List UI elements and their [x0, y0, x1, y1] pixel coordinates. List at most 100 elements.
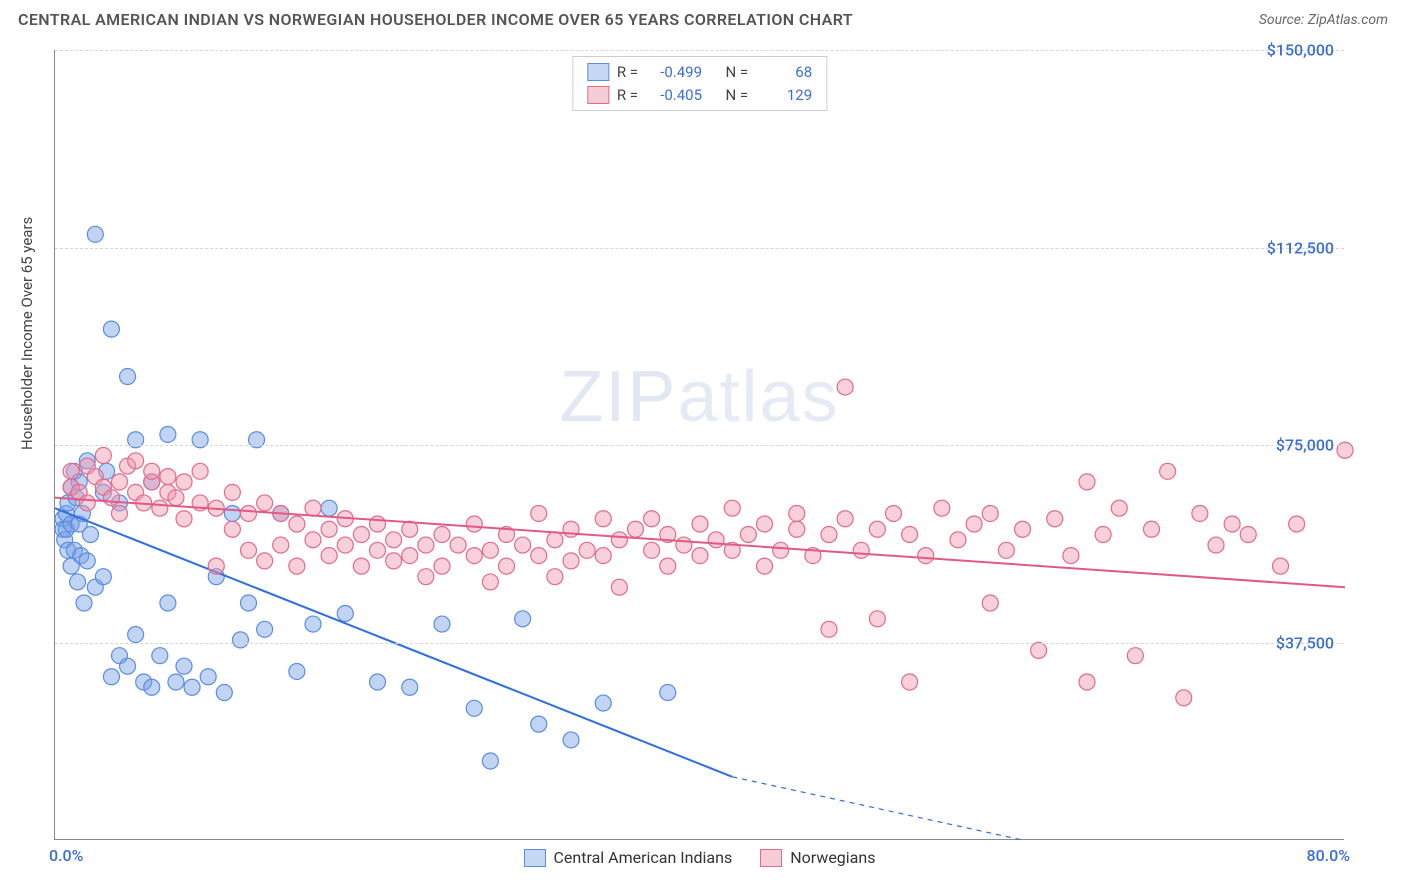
data-point	[450, 537, 466, 553]
data-point	[482, 542, 498, 558]
data-point	[112, 505, 128, 521]
data-point	[184, 679, 200, 695]
data-point	[160, 426, 176, 442]
data-point	[95, 569, 111, 585]
data-point	[103, 669, 119, 685]
data-point	[1127, 648, 1143, 664]
data-point	[499, 558, 515, 574]
stats-r-value: -0.405	[646, 84, 702, 107]
data-point	[982, 595, 998, 611]
data-point	[289, 558, 305, 574]
data-point	[305, 532, 321, 548]
data-point	[82, 527, 98, 543]
regression-line-extrapolated	[732, 777, 1022, 840]
data-point	[869, 521, 885, 537]
data-point	[168, 490, 184, 506]
data-point	[708, 532, 724, 548]
data-point	[611, 532, 627, 548]
data-point	[886, 505, 902, 521]
stats-r-value: -0.499	[646, 61, 702, 84]
data-point	[241, 505, 257, 521]
data-point	[1160, 463, 1176, 479]
data-point	[595, 511, 611, 527]
data-point	[87, 226, 103, 242]
data-point	[79, 495, 95, 511]
data-point	[176, 511, 192, 527]
data-point	[241, 595, 257, 611]
data-point	[321, 521, 337, 537]
legend-item: Central American Indians	[524, 848, 733, 867]
y-tick-label: $37,500	[1276, 633, 1334, 652]
data-point	[1176, 690, 1192, 706]
data-point	[1015, 521, 1031, 537]
grid-line	[55, 248, 1344, 249]
data-point	[168, 674, 184, 690]
data-point	[76, 595, 92, 611]
grid-line	[55, 445, 1344, 446]
stats-n-value: 68	[756, 61, 812, 84]
data-point	[418, 537, 434, 553]
stats-r-label: R =	[617, 61, 638, 84]
legend-item: Norwegians	[760, 848, 875, 867]
data-point	[79, 553, 95, 569]
data-point	[902, 527, 918, 543]
data-point	[337, 537, 353, 553]
data-point	[337, 606, 353, 622]
data-point	[192, 463, 208, 479]
x-tick-max: 80.0%	[1306, 846, 1350, 865]
data-point	[1063, 548, 1079, 564]
data-point	[821, 527, 837, 543]
data-point	[515, 611, 531, 627]
data-point	[1224, 516, 1240, 532]
data-point	[289, 663, 305, 679]
stats-n-label: N =	[726, 84, 749, 107]
data-point	[273, 537, 289, 553]
data-point	[1031, 642, 1047, 658]
data-point	[611, 579, 627, 595]
correlation-stats-box: R = -0.499 N = 68R =-0.405 N =129	[572, 56, 827, 111]
legend: Central American Indians Norwegians	[524, 848, 876, 867]
data-point	[531, 716, 547, 732]
data-point	[660, 558, 676, 574]
y-tick-label: $75,000	[1276, 436, 1334, 455]
stats-row: R =-0.405 N =129	[587, 84, 812, 107]
data-point	[982, 505, 998, 521]
data-point	[418, 569, 434, 585]
data-point	[402, 548, 418, 564]
data-point	[595, 548, 611, 564]
legend-label: Norwegians	[790, 848, 875, 867]
data-point	[789, 521, 805, 537]
data-point	[152, 648, 168, 664]
data-point	[515, 537, 531, 553]
data-point	[386, 532, 402, 548]
data-point	[434, 616, 450, 632]
y-tick-label: $112,500	[1267, 238, 1334, 257]
data-point	[998, 542, 1014, 558]
chart-title: CENTRAL AMERICAN INDIAN VS NORWEGIAN HOU…	[18, 10, 853, 29]
data-point	[128, 627, 144, 643]
data-point	[724, 500, 740, 516]
data-point	[918, 548, 934, 564]
data-point	[757, 516, 773, 532]
data-point	[353, 558, 369, 574]
legend-swatch	[524, 849, 546, 867]
data-point	[370, 542, 386, 558]
data-point	[176, 474, 192, 490]
data-point	[353, 527, 369, 543]
data-point	[321, 548, 337, 564]
legend-swatch	[760, 849, 782, 867]
data-point	[1208, 537, 1224, 553]
data-point	[176, 658, 192, 674]
data-point	[531, 505, 547, 521]
data-point	[402, 679, 418, 695]
data-point	[289, 516, 305, 532]
data-point	[579, 542, 595, 558]
stats-n-label: N =	[726, 61, 749, 84]
y-axis-label: Householder Income Over 65 years	[18, 217, 36, 450]
data-point	[466, 548, 482, 564]
data-point	[757, 558, 773, 574]
data-point	[1273, 558, 1289, 574]
grid-line	[55, 50, 1344, 51]
data-point	[821, 621, 837, 637]
data-point	[103, 490, 119, 506]
